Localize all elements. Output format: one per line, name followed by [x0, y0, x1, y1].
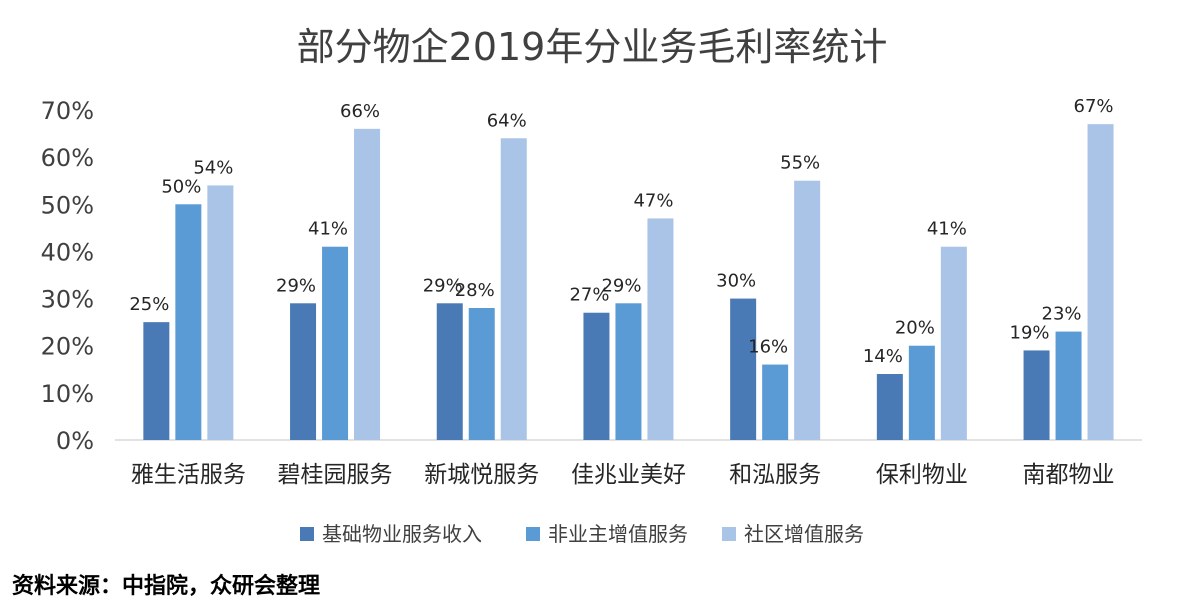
bar	[794, 180, 821, 440]
category-label: 南都物业	[1023, 462, 1115, 488]
data-label: 19%	[1010, 322, 1050, 343]
bar	[1055, 331, 1082, 440]
data-label: 55%	[780, 153, 820, 174]
data-label: 16%	[748, 337, 788, 358]
bar	[908, 345, 935, 440]
data-label: 41%	[927, 219, 967, 240]
data-label: 50%	[161, 176, 201, 197]
data-label: 47%	[633, 190, 673, 211]
bar	[1087, 124, 1114, 441]
bar	[615, 303, 642, 440]
y-tick-label: 70%	[41, 97, 94, 125]
category-label: 保利物业	[876, 462, 968, 488]
bar	[940, 246, 967, 440]
bar	[290, 303, 317, 440]
legend-swatch	[300, 527, 314, 541]
data-label: 20%	[895, 318, 935, 339]
legend-label: 非业主增值服务	[548, 522, 688, 546]
category-label: 新城悦服务	[424, 462, 539, 488]
chart-title: 部分物企2019年分业务毛利率统计	[297, 25, 888, 69]
data-label: 41%	[308, 219, 348, 240]
data-label: 30%	[716, 271, 756, 292]
category-label: 佳兆业美好	[571, 462, 686, 488]
bar	[143, 322, 170, 440]
data-label: 64%	[487, 110, 527, 131]
legend-label: 基础物业服务收入	[322, 522, 482, 546]
legend: 基础物业服务收入 非业主增值服务 社区增值服务	[300, 522, 864, 546]
data-label: 25%	[129, 294, 169, 315]
y-tick-label: 50%	[41, 191, 94, 219]
category-labels: 雅生活服务 碧桂园服务 新城悦服务 佳兆业美好 和泓服务 保利物业 南都物业	[131, 462, 1115, 488]
bar	[647, 218, 674, 440]
bar	[583, 312, 610, 440]
data-label: 67%	[1074, 96, 1114, 117]
category-label: 雅生活服务	[131, 462, 246, 488]
bar	[876, 374, 903, 440]
bar	[468, 308, 495, 440]
source-note: 资料来源：中指院，众研会整理	[12, 574, 321, 599]
category-label: 碧桂园服务	[278, 462, 393, 488]
data-label: 29%	[423, 275, 463, 296]
y-tick-label: 20%	[41, 333, 94, 361]
bar	[730, 298, 757, 440]
data-label: 66%	[340, 101, 380, 122]
data-label: 23%	[1042, 304, 1082, 325]
category-label: 和泓服务	[729, 462, 821, 488]
bar	[500, 138, 527, 441]
legend-swatch	[722, 527, 736, 541]
data-label: 29%	[601, 275, 641, 296]
bar	[762, 364, 789, 440]
data-label: 54%	[193, 157, 233, 178]
bar	[436, 303, 463, 440]
data-label: 29%	[276, 275, 316, 296]
legend-swatch	[526, 527, 540, 541]
data-label: 28%	[455, 280, 495, 301]
y-tick-label: 60%	[41, 144, 94, 172]
legend-label: 社区增值服务	[744, 522, 864, 546]
bar	[322, 246, 349, 440]
y-tick-label: 30%	[41, 286, 94, 314]
y-tick-label: 0%	[56, 427, 94, 455]
y-tick-label: 10%	[41, 380, 94, 408]
y-axis: 0% 10% 20% 30% 40% 50% 60% 70%	[41, 97, 94, 455]
y-tick-label: 40%	[41, 238, 94, 266]
bar	[207, 185, 234, 440]
data-label: 27%	[569, 285, 609, 306]
bar	[1023, 350, 1050, 440]
bar	[354, 128, 381, 440]
bar	[175, 204, 202, 440]
bars-group: 25%50%54%29%41%66%29%28%64%27%29%47%30%1…	[129, 96, 1114, 441]
data-label: 14%	[863, 346, 903, 367]
